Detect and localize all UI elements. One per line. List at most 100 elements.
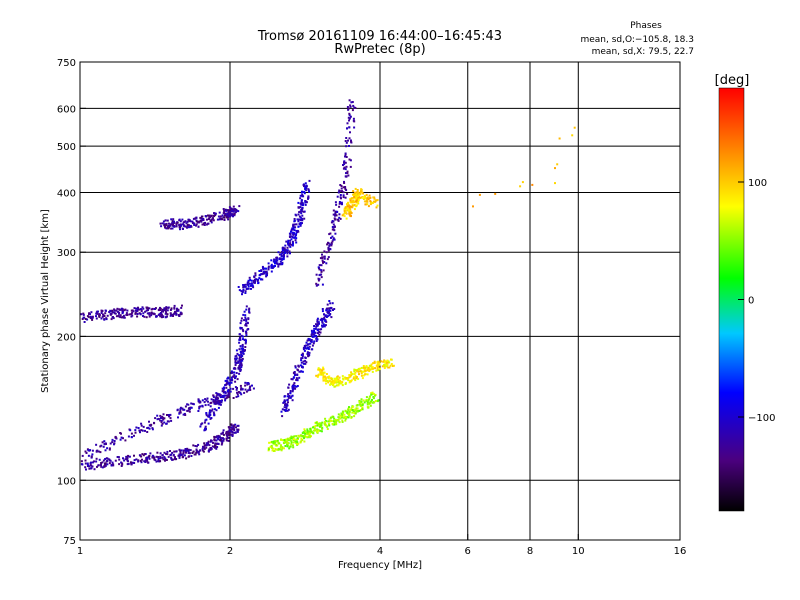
data-point — [235, 395, 238, 398]
data-point — [227, 382, 230, 385]
data-point — [368, 396, 371, 399]
data-point — [231, 431, 234, 434]
data-point — [381, 365, 384, 368]
data-point — [307, 197, 309, 200]
data-point — [137, 459, 140, 462]
data-point — [140, 310, 143, 313]
data-point — [178, 314, 181, 317]
data-point — [325, 425, 328, 428]
data-point — [178, 223, 181, 226]
data-point — [330, 221, 333, 224]
data-point — [135, 458, 138, 461]
data-point — [167, 225, 170, 228]
data-point — [292, 383, 295, 386]
data-point — [203, 447, 206, 450]
data-point — [161, 222, 164, 225]
x-axis-label: Frequency [MHz] — [338, 560, 422, 571]
data-point — [293, 384, 296, 387]
data-point — [95, 460, 98, 463]
data-point — [316, 323, 319, 326]
data-point — [226, 215, 229, 217]
data-point — [313, 327, 316, 330]
data-point — [252, 279, 255, 282]
data-point — [310, 333, 313, 336]
data-point — [297, 442, 300, 445]
data-point — [175, 450, 178, 453]
data-point — [100, 465, 103, 468]
data-point — [273, 258, 276, 261]
data-point — [352, 190, 355, 193]
data-point — [214, 402, 217, 405]
data-point — [203, 401, 206, 404]
data-point — [322, 261, 325, 264]
data-point — [349, 408, 352, 411]
data-point — [223, 212, 226, 214]
data-point — [225, 383, 228, 386]
data-point — [320, 423, 323, 426]
data-point — [143, 453, 146, 456]
data-point — [224, 391, 227, 394]
data-point — [306, 428, 309, 431]
data-point — [290, 238, 293, 241]
data-point — [204, 215, 207, 217]
data-point — [154, 307, 157, 310]
data-point — [239, 338, 242, 341]
data-point — [519, 185, 522, 188]
data-point — [304, 356, 307, 359]
data-point — [387, 366, 390, 369]
data-point — [349, 211, 352, 214]
data-point — [364, 203, 367, 206]
x-tick-label: 16 — [674, 546, 687, 557]
data-point — [353, 196, 356, 199]
data-point — [98, 458, 101, 461]
data-point — [233, 212, 236, 215]
data-point — [319, 257, 322, 260]
data-point — [212, 396, 215, 399]
data-point — [321, 319, 323, 322]
data-point — [199, 216, 202, 219]
data-point — [243, 310, 246, 313]
data-point — [238, 333, 241, 336]
data-point — [254, 274, 257, 277]
data-point — [333, 229, 336, 232]
data-point — [225, 439, 228, 442]
data-point — [195, 216, 198, 219]
data-point — [208, 214, 211, 217]
data-point — [271, 266, 274, 269]
data-point — [130, 432, 133, 435]
data-point — [180, 306, 183, 309]
data-point — [292, 441, 295, 444]
data-point — [90, 467, 92, 470]
data-point — [298, 211, 301, 214]
data-point — [357, 368, 360, 371]
data-point — [151, 427, 154, 430]
data-point — [322, 379, 325, 382]
data-point — [366, 369, 369, 372]
data-point — [117, 310, 119, 313]
data-point — [283, 439, 286, 442]
data-point — [91, 461, 94, 464]
data-point — [339, 217, 342, 220]
data-point — [295, 440, 298, 443]
data-point — [343, 211, 346, 214]
data-point — [235, 349, 238, 352]
data-point — [280, 258, 283, 261]
data-point — [290, 228, 293, 231]
data-point — [295, 234, 297, 237]
data-point — [240, 290, 243, 293]
data-point — [273, 260, 276, 263]
data-point — [191, 452, 194, 454]
data-point — [323, 371, 326, 374]
data-point — [210, 401, 213, 404]
data-point — [214, 397, 217, 400]
data-point — [200, 217, 203, 219]
data-point — [225, 382, 228, 385]
data-point — [554, 167, 556, 170]
data-point — [141, 453, 144, 456]
data-point — [218, 400, 221, 403]
data-point — [295, 232, 298, 235]
data-point — [344, 409, 347, 412]
data-point — [295, 237, 298, 240]
data-point — [127, 435, 130, 438]
data-point — [181, 456, 184, 459]
